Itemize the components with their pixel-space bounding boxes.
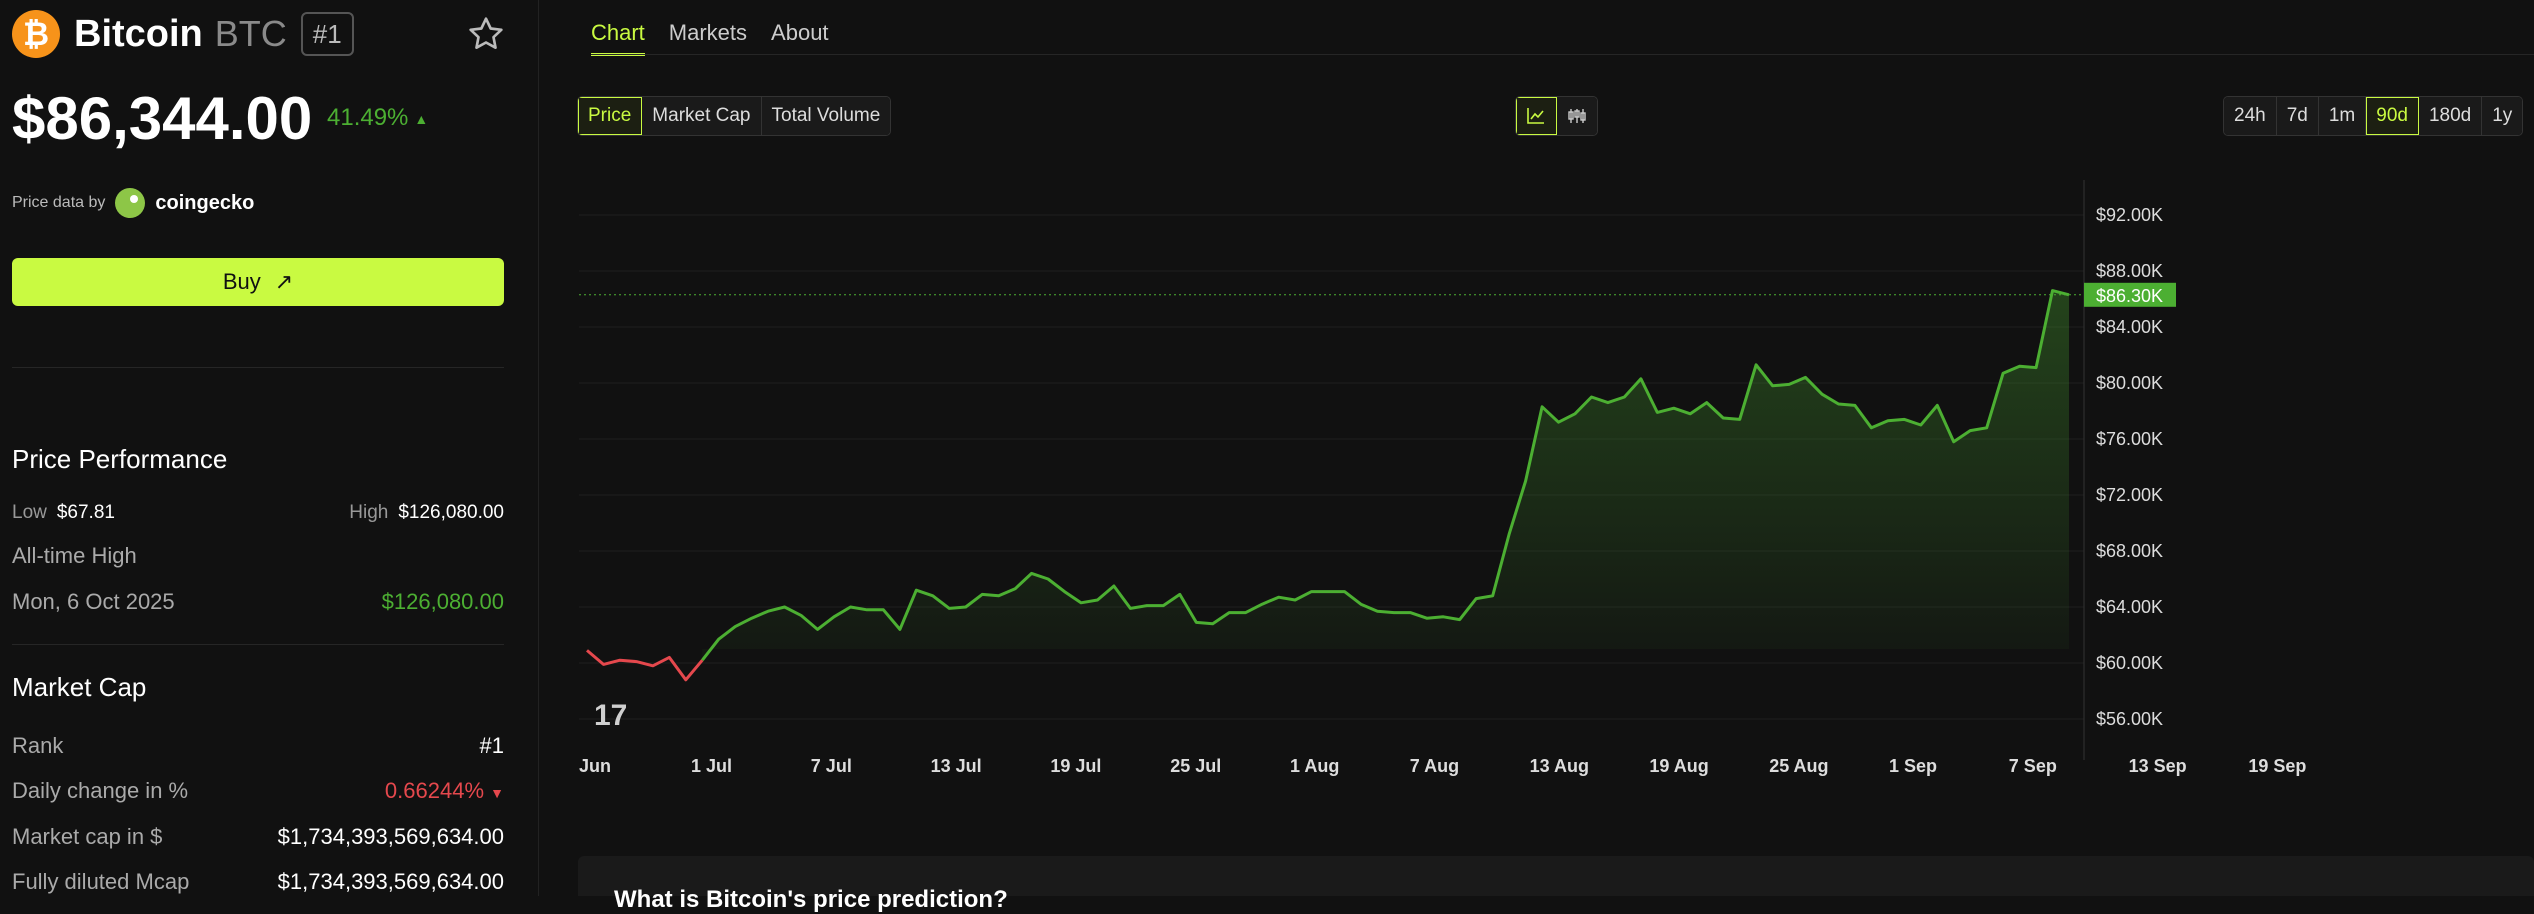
- tabs-divider: [591, 54, 2534, 55]
- x-tick-label: 13 Sep: [2129, 756, 2187, 776]
- daily-change-value: 0.66244% ▼: [385, 778, 504, 804]
- y-tick-label: $64.00K: [2096, 597, 2163, 617]
- price-area-fill: [702, 290, 2070, 661]
- current-price-label: $86.30K: [2096, 286, 2163, 306]
- low-label: Low: [12, 502, 47, 523]
- y-tick-label: $72.00K: [2096, 485, 2163, 505]
- fdv-value: $1,734,393,569,634.00: [277, 869, 504, 894]
- high-price: High $126,080.00: [349, 502, 504, 524]
- price-chart-svg[interactable]: $56.00K $60.00K $64.00K $68.00K $72.00K $76.0…: [579, 180, 2534, 780]
- tab-about[interactable]: About: [771, 20, 829, 45]
- y-tick-label: $88.00K: [2096, 261, 2163, 281]
- range-180d-button[interactable]: 180d: [2418, 97, 2483, 135]
- metric-market-cap-button[interactable]: Market Cap: [642, 97, 762, 135]
- range-1y-button[interactable]: 1y: [2482, 97, 2523, 135]
- range-7d-button[interactable]: 7d: [2276, 97, 2319, 135]
- price-chart[interactable]: $56.00K $60.00K $64.00K $68.00K $72.00K $76.0…: [579, 180, 2534, 780]
- price-line-down: [586, 649, 704, 682]
- buy-button-label: Buy: [222, 269, 261, 294]
- high-value: $126,080.00: [398, 502, 504, 523]
- coin-name: Bitcoin: [74, 12, 203, 55]
- faq-heading: What is Bitcoin's price prediction?: [614, 886, 1008, 913]
- tab-markets[interactable]: Markets: [668, 20, 748, 45]
- divider: [12, 367, 504, 368]
- y-tick-label: $92.00K: [2096, 205, 2163, 225]
- metric-selector: Price Market Cap Total Volume: [577, 96, 892, 136]
- x-tick-label: 7 Jul: [811, 756, 852, 776]
- low-value: $67.81: [56, 502, 115, 523]
- coingecko-logo-icon: [115, 188, 146, 218]
- coin-symbol: BTC: [214, 13, 287, 54]
- rank-value: #1: [479, 733, 504, 758]
- ath-value: $126,080.00: [381, 589, 504, 614]
- price-source: Price data by coingecko: [12, 188, 254, 218]
- section-tabs: Chart Markets About: [591, 0, 853, 56]
- x-tick-label: 7 Aug: [1410, 756, 1459, 776]
- x-tick-label: 25 Aug: [1769, 756, 1828, 776]
- fdv-label: Fully diluted Mcap: [12, 869, 190, 894]
- y-tick-label: $80.00K: [2096, 373, 2163, 393]
- y-tick-label: $84.00K: [2096, 317, 2163, 337]
- y-tick-label: $60.00K: [2096, 653, 2163, 673]
- y-tick-label: $76.00K: [2096, 429, 2163, 449]
- market-cap-label: Market cap in $: [12, 824, 163, 849]
- up-arrow-icon: ▲: [414, 110, 429, 127]
- price-change: 41.49% ▲: [327, 104, 428, 132]
- x-tick-label: 13 Aug: [1530, 756, 1589, 776]
- x-tick-label: 19 Jul: [1050, 756, 1101, 776]
- market-cap-value: $1,734,393,569,634.00: [277, 824, 504, 849]
- bitcoin-logo-icon: ₿: [12, 10, 60, 58]
- y-tick-label: $68.00K: [2096, 541, 2163, 561]
- time-range-selector: 24h 7d 1m 90d 180d 1y: [2223, 96, 2524, 136]
- metric-price-button[interactable]: Price: [578, 97, 643, 135]
- price-line-up: [701, 289, 2070, 662]
- price-change-value: 41.49%: [327, 104, 409, 131]
- line-chart-button[interactable]: [1516, 97, 1557, 135]
- chart-style-selector: [1515, 96, 1598, 136]
- candlestick-icon: [1568, 109, 1586, 123]
- rank-label: Rank: [12, 733, 64, 758]
- tradingview-logo-icon: 17: [594, 699, 627, 732]
- y-tick-label: $56.00K: [2096, 709, 2163, 729]
- x-tick-label: 13 Jul: [931, 756, 982, 776]
- favorite-star-icon[interactable]: [466, 14, 506, 54]
- price-performance-title: Price Performance: [12, 444, 228, 474]
- chart-panel: Chart Markets About Price Market Cap Tot…: [539, 0, 2534, 913]
- x-tick-label: 1 Aug: [1290, 756, 1339, 776]
- x-tick-label: 1 Sep: [1889, 756, 1937, 776]
- faq-card: What is Bitcoin's price prediction?: [578, 856, 2534, 913]
- x-tick-label: 1 Jul: [691, 756, 732, 776]
- line-chart-icon: [1527, 108, 1544, 124]
- ath-label: All-time High: [12, 543, 137, 568]
- high-label: High: [349, 502, 389, 523]
- daily-change-label: Daily change in %: [12, 778, 189, 803]
- market-cap-title: Market Cap: [12, 672, 147, 702]
- range-90d-button[interactable]: 90d: [2366, 97, 2419, 135]
- x-tick-label: Jun: [579, 756, 611, 776]
- candlestick-button[interactable]: [1557, 97, 1597, 135]
- rank-badge: #1: [300, 12, 354, 56]
- x-tick-label: 19 Sep: [2248, 756, 2306, 776]
- x-tick-label: 7 Sep: [2009, 756, 2057, 776]
- price-source-label: Price data by: [12, 194, 106, 211]
- tab-chart[interactable]: Chart: [591, 0, 645, 56]
- price-source-provider[interactable]: coingecko: [155, 191, 255, 214]
- external-link-icon: ↗: [274, 269, 294, 294]
- buy-button[interactable]: Buy ↗: [12, 258, 504, 306]
- down-arrow-icon: ▼: [490, 785, 504, 801]
- range-24h-button[interactable]: 24h: [2224, 97, 2277, 135]
- x-tick-label: 19 Aug: [1649, 756, 1708, 776]
- daily-change-number: 0.66244%: [384, 778, 485, 803]
- metric-total-volume-button[interactable]: Total Volume: [761, 97, 891, 135]
- current-price-badge: [2084, 282, 2176, 307]
- range-1m-button[interactable]: 1m: [2318, 97, 2367, 135]
- ath-date: Mon, 6 Oct 2025: [12, 589, 175, 614]
- low-price: Low $67.81: [12, 502, 115, 524]
- coin-header: ₿ Bitcoin BTC #1: [12, 10, 354, 58]
- current-price: $86,344.00: [12, 85, 313, 152]
- divider: [12, 644, 504, 645]
- coin-info-panel: ₿ Bitcoin BTC #1 $86,344.00 41.49% ▲ Pric…: [0, 0, 539, 896]
- x-tick-label: 25 Jul: [1170, 756, 1221, 776]
